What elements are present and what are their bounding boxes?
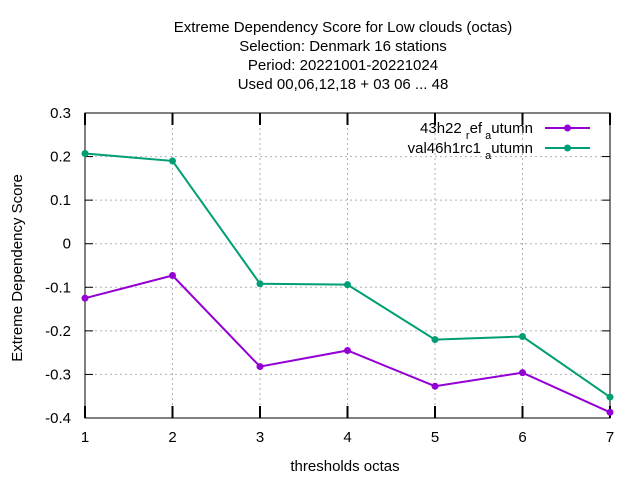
x-axis-label: thresholds octas: [290, 458, 399, 475]
data-point: [344, 346, 351, 354]
x-tick-label: 4: [343, 429, 351, 446]
data-point: [519, 333, 526, 341]
y-tick-label: 0.1: [50, 192, 71, 209]
x-tick-label: 7: [606, 429, 614, 446]
series-2: [81, 150, 614, 401]
data-point: [256, 363, 264, 371]
x-tick-label: 6: [518, 429, 526, 446]
x-tick-label: 3: [256, 429, 264, 446]
title-line-4: Used 00,06,12,18 + 03 06 ... 48: [238, 76, 449, 93]
y-tick-label: 0: [63, 236, 71, 253]
series-1: [81, 272, 614, 416]
data-point: [606, 393, 614, 401]
series-layer: [81, 150, 614, 416]
legend-marker: [564, 144, 571, 152]
y-tick-label: -0.1: [45, 279, 71, 296]
title-line-2: Selection: Denmark 16 stations: [239, 38, 447, 55]
chart-title: Extreme Dependency Score for Low clouds …: [174, 19, 513, 93]
y-tick-label: -0.3: [45, 366, 71, 383]
title-line-1: Extreme Dependency Score for Low clouds …: [174, 19, 513, 36]
x-tick-label: 1: [81, 429, 89, 446]
data-point: [431, 336, 439, 344]
y-axis-label: Extreme Dependency Score: [9, 174, 26, 362]
data-point: [81, 150, 89, 158]
x-tick-label: 5: [431, 429, 439, 446]
y-tick-label: 0.2: [50, 149, 71, 166]
x-tick-label: 2: [168, 429, 176, 446]
y-tick-labels: -0.4 -0.3 -0.2 -0.1 0 0.1 0.2 0.3: [45, 105, 71, 427]
axis-ticks: [84, 112, 611, 419]
title-line-3: Period: 20221001-20221024: [248, 57, 438, 74]
x-tick-labels: 1 2 3 4 5 6 7: [81, 429, 614, 446]
y-tick-label: -0.2: [45, 323, 71, 340]
series-line: [84, 152, 611, 398]
legend-label: val46h1rc1 autumn: [408, 140, 533, 162]
data-point: [606, 408, 614, 416]
data-point: [169, 157, 176, 165]
data-point: [256, 280, 264, 288]
legend-label: 43h22 ref autumn: [420, 120, 533, 142]
grid: [85, 113, 610, 418]
legend-marker: [564, 124, 571, 132]
y-tick-label: -0.4: [45, 410, 71, 427]
y-tick-label: 0.3: [50, 105, 71, 122]
data-point: [81, 294, 89, 302]
data-point: [344, 281, 351, 289]
data-point: [519, 369, 526, 377]
data-point: [431, 382, 439, 390]
data-point: [169, 272, 176, 280]
